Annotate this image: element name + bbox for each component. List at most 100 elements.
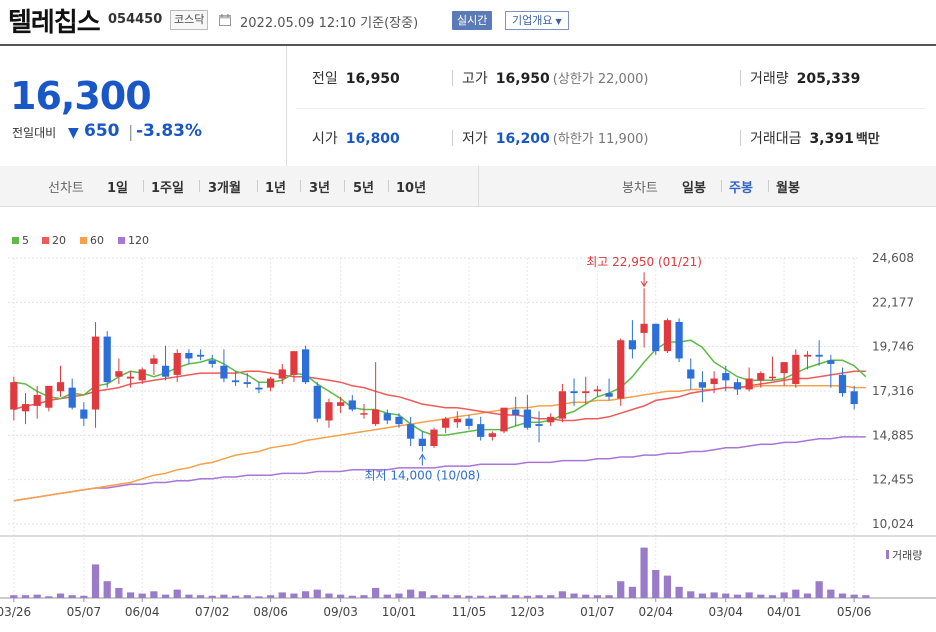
legend-label-ma60: 60 xyxy=(90,234,104,247)
candle-daily[interactable]: 일봉 xyxy=(682,181,706,196)
candle xyxy=(850,385,858,410)
quote-panel: 16,300 전일대비 ▼ 650 | -3.83% 전일 16,950 고가 16… xyxy=(0,44,936,167)
candle-body xyxy=(266,378,275,388)
low-annotation: 최저 14,000 (10/08) xyxy=(365,468,481,482)
candle xyxy=(80,402,88,426)
candle-body xyxy=(582,391,590,394)
grid xyxy=(0,257,936,599)
volume-bar xyxy=(675,586,683,598)
open-price: 시가 16,800 xyxy=(312,128,400,148)
candle xyxy=(512,396,520,426)
price-chart[interactable]: 5 20 60 120 24,608 22,177 19,746 17,316 14,885 1… xyxy=(0,226,936,632)
candle xyxy=(161,345,170,381)
candle-weekly[interactable]: 주봉 xyxy=(729,181,753,196)
volume-bar xyxy=(266,595,275,598)
volume-bar xyxy=(687,591,695,598)
candle-body xyxy=(733,382,742,390)
candle xyxy=(792,349,800,388)
candle xyxy=(535,411,543,443)
volume-bar xyxy=(453,595,461,598)
amount-label: 거래대금 xyxy=(750,131,802,147)
volume-bar xyxy=(10,595,18,598)
legend-swatch-ma60 xyxy=(80,237,87,244)
candle xyxy=(150,354,158,375)
candle xyxy=(617,338,625,406)
volume-bar xyxy=(91,564,100,598)
candle-body xyxy=(21,404,30,412)
x-tick-label: 06/04 xyxy=(125,605,160,619)
period-5y[interactable]: 5년 xyxy=(353,181,375,196)
volume-bar xyxy=(768,595,777,598)
candle xyxy=(360,404,368,419)
volume-bar xyxy=(733,594,742,598)
candle-body xyxy=(722,373,730,381)
period-1w[interactable]: 1주일 xyxy=(151,181,184,196)
ma-legend: 5 20 60 120 xyxy=(12,234,149,247)
candle-body xyxy=(757,373,765,381)
prev-close-value: 16,950 xyxy=(345,71,400,87)
candle xyxy=(698,371,707,403)
period-3m[interactable]: 3개월 xyxy=(208,181,241,196)
candlesticks xyxy=(10,288,858,452)
volume-bar xyxy=(815,581,823,598)
x-tick-label: 08/06 xyxy=(253,605,288,619)
volume-bar xyxy=(628,586,637,598)
candle xyxy=(652,323,660,355)
candle xyxy=(570,378,578,406)
candle xyxy=(815,340,823,366)
volume-bar xyxy=(652,570,660,598)
candle-body xyxy=(675,321,683,359)
volume-bar xyxy=(465,595,473,598)
upper-limit: (상한가 22,000) xyxy=(552,72,649,87)
volume-bar xyxy=(535,595,543,598)
volume-bar xyxy=(21,595,30,598)
candle xyxy=(290,351,298,383)
period-3y[interactable]: 3년 xyxy=(309,181,331,196)
company-overview-button[interactable]: 기업개요 ▼ xyxy=(505,11,569,30)
y-axis: 24,608 22,177 19,746 17,316 14,885 12,455 10,0… xyxy=(872,251,914,531)
candle-body xyxy=(780,362,788,374)
volume-bar xyxy=(278,592,286,598)
candle-monthly[interactable]: 월봉 xyxy=(776,181,800,196)
candle xyxy=(605,378,613,401)
candle xyxy=(430,427,438,448)
candle xyxy=(628,320,637,359)
volume-bar xyxy=(582,594,590,598)
volume-bar xyxy=(337,594,345,598)
period-1y[interactable]: 1년 xyxy=(265,181,287,196)
candle-body xyxy=(430,429,438,447)
volume-bar xyxy=(173,589,181,598)
candle-body xyxy=(652,323,660,352)
candle-body xyxy=(56,382,65,392)
candle xyxy=(442,416,450,434)
period-1d[interactable]: 1일 xyxy=(107,181,129,196)
candle xyxy=(547,413,555,426)
volume-bar xyxy=(477,595,485,598)
candle-body xyxy=(45,385,53,408)
candle xyxy=(827,354,835,388)
stock-code: 054450 xyxy=(108,12,163,27)
candle-body xyxy=(640,323,648,333)
legend-label-ma120: 120 xyxy=(128,234,149,247)
candle xyxy=(722,365,730,392)
realtime-button[interactable]: 실시간 xyxy=(452,11,493,30)
volume-bar xyxy=(862,595,870,598)
candle xyxy=(523,394,531,430)
candle xyxy=(418,431,426,452)
candle-body xyxy=(687,369,695,379)
period-10y[interactable]: 10년 xyxy=(396,181,427,196)
x-tick-label: 05/06 xyxy=(837,605,872,619)
candle-body xyxy=(768,376,777,379)
candle-body xyxy=(547,416,555,423)
line-chart-label: 선차트 xyxy=(48,181,84,196)
volume-bar xyxy=(418,591,426,598)
candle xyxy=(313,382,321,423)
low-arrowhead xyxy=(418,453,426,460)
volume-bar xyxy=(757,594,765,598)
candle-body xyxy=(803,354,812,357)
candle-body xyxy=(593,389,602,392)
volume-bar xyxy=(558,591,567,598)
candle xyxy=(173,349,181,383)
candle-body xyxy=(126,376,135,379)
candle-body xyxy=(488,433,496,437)
